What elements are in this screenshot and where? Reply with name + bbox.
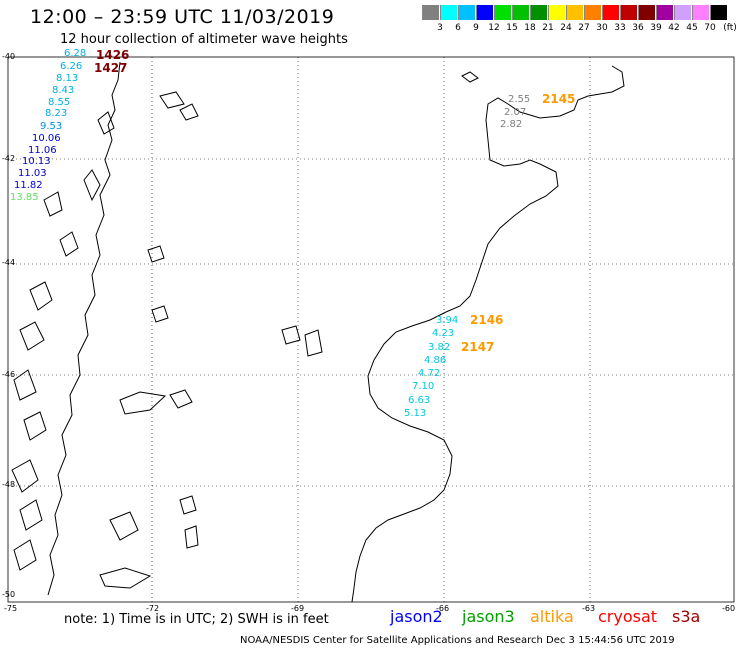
legend-swatch: [638, 5, 655, 20]
legend-swatch: [602, 5, 619, 20]
legend-label: 45: [686, 23, 698, 33]
swh-value: 6.26: [60, 61, 83, 72]
lat-label-50: -50: [2, 590, 16, 599]
pass-number: 2147: [461, 340, 495, 354]
legend-swatch: [548, 5, 565, 20]
swh-value: 3.94: [436, 315, 459, 326]
legend-swatch: [494, 5, 511, 20]
legend-swatch: [458, 5, 475, 20]
lat-label-44: -44: [2, 258, 16, 267]
lon-label-72: -72: [146, 604, 160, 613]
pass-number: 2145: [542, 92, 576, 106]
map-frame: [7, 56, 735, 603]
lat-label-48: -48: [2, 480, 16, 489]
swh-value: 4.23: [432, 328, 455, 339]
legend-unit: (ft): [723, 23, 737, 33]
legend-swatch: [692, 5, 709, 20]
pass-number: 2146: [470, 313, 504, 327]
satellite-label-altika: altika: [530, 607, 574, 626]
lat-lon-grid: [8, 57, 734, 602]
swh-value: 8.43: [52, 85, 75, 96]
footer-credit: NOAA/NESDIS Center for Satellite Applica…: [240, 635, 675, 646]
lon-label-69: -69: [291, 604, 305, 613]
note-text: note: 1) Time is in UTC; 2) SWH is in fe…: [64, 612, 329, 627]
swh-value: 9.53: [40, 121, 63, 132]
legend-label: 24: [560, 23, 572, 33]
lat-label-40: -40: [2, 52, 16, 61]
swh-value: 4.72: [418, 368, 441, 379]
legend-swatch: [710, 5, 727, 20]
swh-value: 5.13: [404, 408, 427, 419]
legend-label: 3: [437, 23, 443, 33]
east-coastline: [351, 65, 625, 603]
swh-value: 2.07: [504, 107, 527, 118]
page-title: 12:00 – 23:59 UTC 11/03/2019: [30, 6, 335, 28]
swh-value: 6.63: [408, 395, 431, 406]
page-subtitle: 12 hour collection of altimeter wave hei…: [60, 32, 348, 47]
lon-label-60: -60: [722, 604, 736, 613]
satellite-label-jason3: jason3: [462, 607, 515, 626]
legend-swatch: [476, 5, 493, 20]
satellite-label-jason2: jason2: [390, 607, 443, 626]
legend-label: 30: [596, 23, 608, 33]
legend-label: 6: [455, 23, 461, 33]
swh-value: 11.82: [14, 180, 43, 191]
lat-label-46: -46: [2, 370, 16, 379]
legend-label: 33: [614, 23, 626, 33]
legend-swatch: [422, 5, 439, 20]
satellite-label-s3a: s3a: [672, 607, 701, 626]
swh-value: 8.13: [56, 73, 79, 84]
swh-value: 7.10: [412, 381, 435, 392]
pass-number: 1426: [96, 48, 130, 62]
swh-value: 3.82: [428, 342, 451, 353]
satellite-label-cryosat: cryosat: [598, 607, 658, 626]
legend-swatch: [620, 5, 637, 20]
swh-value: 4.86: [424, 355, 447, 366]
legend-label: 18: [524, 23, 536, 33]
legend-swatch: [530, 5, 547, 20]
swh-value: 10.13: [22, 156, 51, 167]
legend-label: 39: [650, 23, 662, 33]
swh-value: 2.55: [508, 94, 531, 105]
legend-swatch: [584, 5, 601, 20]
legend-swatch: [440, 5, 457, 20]
swh-value: 11.06: [28, 145, 57, 156]
swh-value: 10.06: [32, 133, 61, 144]
legend-swatch: [656, 5, 673, 20]
swh-value: 8.55: [48, 97, 71, 108]
legend-label: 36: [632, 23, 644, 33]
west-coastline: [11, 61, 323, 596]
legend-label: 12: [488, 23, 500, 33]
lon-label-75: -75: [4, 604, 18, 613]
legend-swatch: [674, 5, 691, 20]
swh-value: 11.03: [18, 168, 47, 179]
swh-value: 2.82: [500, 119, 523, 130]
legend-label: 27: [578, 23, 590, 33]
legend-label: 70: [704, 23, 716, 33]
legend-label: 9: [473, 23, 479, 33]
pass-number: 1427: [94, 61, 128, 75]
swh-value: 13.85: [10, 192, 39, 203]
legend-label: 15: [506, 23, 518, 33]
legend-swatch: [512, 5, 529, 20]
swh-value: 6.28: [64, 48, 87, 59]
swh-value: 8.23: [45, 108, 68, 119]
lon-label-63: -63: [582, 604, 596, 613]
legend-swatch: [566, 5, 583, 20]
legend-label: 21: [542, 23, 554, 33]
legend-label: 42: [668, 23, 680, 33]
lon-label-66: -66: [436, 604, 450, 613]
lat-label-42: -42: [2, 154, 16, 163]
